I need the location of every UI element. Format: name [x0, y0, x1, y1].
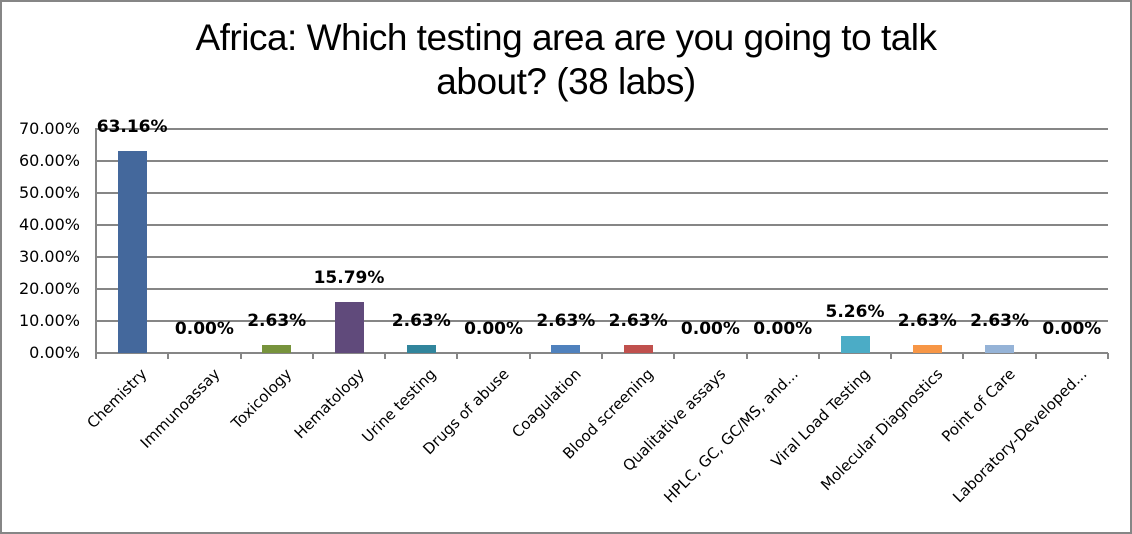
y-tick-label: 50.00% [18, 183, 80, 202]
x-tick-mark [95, 353, 97, 359]
data-label: 2.63% [536, 310, 596, 331]
y-tick-label: 60.00% [18, 151, 80, 170]
data-label: 2.63% [391, 310, 451, 331]
x-tick-mark [745, 353, 748, 359]
x-tick-mark [601, 353, 603, 359]
bar-hematology [334, 302, 364, 353]
bar-coagulation [551, 344, 581, 353]
data-label: 2.63% [897, 310, 957, 331]
bar-point-of-care [985, 344, 1015, 353]
bar-molecular-diagnostics [912, 344, 942, 353]
y-tick-label: 30.00% [18, 247, 80, 266]
y-tick-label: 0.00% [29, 343, 80, 362]
x-tick-mark [1107, 353, 1109, 359]
chart-title-line-1: Africa: Which testing area are you going… [195, 17, 937, 58]
x-tick-mark [528, 353, 531, 359]
gridline [96, 320, 1108, 322]
gridline [96, 192, 1108, 194]
x-tick-mark [384, 353, 387, 359]
data-label: 15.79% [313, 268, 385, 289]
data-label: 0.00% [680, 319, 740, 339]
y-tick-label: 40.00% [18, 215, 80, 234]
gridline [96, 128, 1108, 130]
gridline [96, 160, 1108, 162]
x-tick-mark [239, 353, 242, 359]
y-axis-line [95, 128, 97, 358]
y-tick-label: 10.00% [18, 311, 80, 330]
x-tick-mark [167, 353, 170, 359]
data-label: 63.16% [96, 116, 168, 137]
x-tick-mark [962, 353, 965, 359]
data-label: 5.26% [825, 302, 885, 323]
x-tick-mark [1034, 353, 1037, 359]
y-tick-label: 20.00% [18, 279, 80, 298]
bar-urine-testing [406, 344, 436, 353]
gridline [96, 224, 1108, 226]
x-tick-mark [673, 353, 676, 359]
data-label: 0.00% [753, 319, 813, 339]
gridline [96, 288, 1108, 290]
data-label: 2.63% [608, 310, 668, 331]
data-label: 0.00% [1042, 319, 1102, 339]
bar-toxicology [262, 344, 292, 353]
bar-viral-load-testing [840, 336, 870, 353]
data-label: 2.63% [247, 310, 307, 331]
y-tick-label: 70.00% [18, 119, 80, 138]
data-label: 0.00% [174, 319, 234, 339]
bar-blood-screening [623, 344, 653, 353]
gridline [96, 256, 1108, 258]
bar-chemistry [117, 150, 147, 353]
chart-title-line-2: about? (38 labs) [436, 61, 696, 102]
data-label: 0.00% [464, 319, 524, 339]
x-tick-mark [890, 353, 893, 359]
data-label: 2.63% [970, 310, 1030, 331]
x-tick-mark [817, 353, 820, 359]
x-tick-mark [456, 353, 459, 359]
x-tick-mark [311, 353, 314, 359]
chart-title: Africa: Which testing area are you going… [0, 16, 1132, 104]
